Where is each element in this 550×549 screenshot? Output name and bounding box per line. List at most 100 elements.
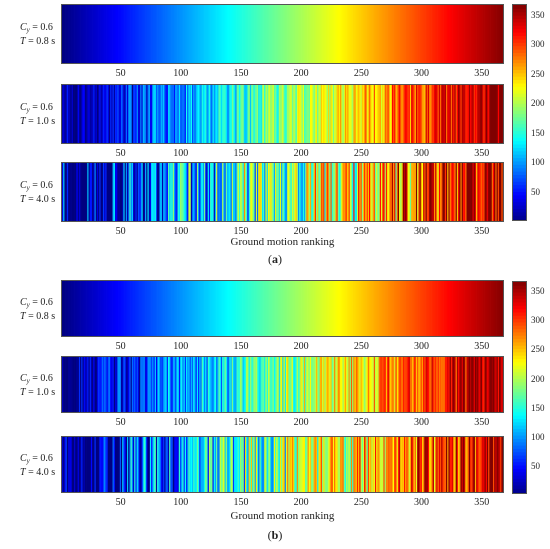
heatmap-cell	[426, 163, 429, 221]
colorbar-segment	[513, 385, 526, 389]
heatmap-cell	[90, 5, 93, 63]
heatmap-cell	[342, 5, 345, 63]
colorbar-segment	[513, 431, 526, 436]
heatmap-cell	[136, 85, 139, 143]
heatmap-cell	[220, 5, 223, 63]
heatmap-cell	[248, 281, 251, 336]
heatmap-cell	[105, 437, 107, 492]
heatmap-cell	[171, 437, 174, 492]
heatmap-cell	[377, 437, 379, 492]
heatmap-cell	[395, 437, 398, 492]
heatmap-cell	[367, 163, 370, 221]
heatmap-cell	[370, 163, 372, 221]
heatmap-cell	[71, 5, 74, 63]
heatmap-cell	[141, 281, 144, 336]
heatmap-cell	[66, 437, 69, 492]
heatmap-cell	[433, 5, 436, 63]
heatmap-cell	[486, 281, 489, 336]
heatmap-cell	[426, 437, 429, 492]
heatmap-cell	[473, 281, 476, 336]
heatmap-cell	[378, 163, 381, 221]
heatmap-cell	[182, 357, 184, 412]
heatmap-cell	[96, 5, 99, 63]
heatmap-cell	[244, 5, 247, 63]
cy-subscript: y	[26, 456, 30, 465]
heatmap-cell	[273, 357, 276, 412]
heatmap-cell	[76, 5, 78, 63]
heatmap-cell	[92, 437, 94, 492]
heatmap-cell	[160, 163, 163, 221]
heatmap-cell	[476, 437, 478, 492]
heatmap-cell	[367, 5, 370, 63]
heatmap-cell	[300, 163, 302, 221]
colorbar-segment	[513, 491, 526, 493]
heatmap-cell	[472, 281, 475, 336]
heatmap-cell	[247, 163, 249, 221]
heatmap-cell	[206, 5, 209, 63]
heatmap-strip-svg	[62, 5, 503, 63]
heatmap-cell	[242, 5, 245, 63]
heatmap-cell	[170, 85, 172, 143]
heatmap-cell	[62, 85, 64, 143]
colorbar-segment	[513, 167, 526, 172]
heatmap-cell	[381, 163, 383, 221]
heatmap-cell	[364, 163, 366, 221]
heatmap-cell	[418, 163, 420, 221]
heatmap-cell	[348, 85, 351, 143]
heatmap-cell	[355, 281, 358, 336]
heatmap-cell	[296, 437, 299, 492]
heatmap-cell	[163, 437, 165, 492]
heatmap-cell	[334, 85, 336, 143]
heatmap-cell	[275, 85, 277, 143]
heatmap-cell	[331, 5, 334, 63]
heatmap-cell	[253, 163, 255, 221]
heatmap-cell	[484, 437, 487, 492]
heatmap-cell	[389, 281, 391, 336]
heatmap-cell	[446, 85, 448, 143]
heatmap-cell	[279, 85, 282, 143]
heatmap-cell	[295, 85, 298, 143]
heatmap-cell	[276, 437, 278, 492]
heatmap-cell	[441, 357, 443, 412]
heatmap-cell	[384, 281, 387, 336]
heatmap-cell	[500, 357, 502, 412]
heatmap-cell	[288, 85, 290, 143]
heatmap-cell	[192, 437, 194, 492]
heatmap-cell	[429, 281, 431, 336]
heatmap-cell	[411, 5, 413, 63]
heatmap-cell	[300, 85, 302, 143]
colorbar-segment	[513, 335, 526, 340]
heatmap-cell	[254, 437, 257, 492]
heatmap-cell	[151, 5, 153, 63]
heatmap-cell	[366, 163, 369, 221]
heatmap-cell	[319, 281, 322, 336]
heatmap-cell	[297, 437, 300, 492]
heatmap-cell	[199, 5, 201, 63]
heatmap-cell	[177, 5, 180, 63]
heatmap-cell	[277, 163, 280, 221]
heatmap-cell	[63, 281, 65, 336]
heatmap-cell	[362, 85, 365, 143]
x-tick-row: 50 100 150 200 250 300 350	[61, 497, 504, 509]
heatmap-cell	[415, 357, 418, 412]
x-tick-row: 50 100 150 200 250 300 350	[61, 148, 504, 160]
heatmap-cell	[480, 163, 483, 221]
heatmap-cell	[247, 437, 249, 492]
heatmap-cell	[158, 281, 160, 336]
colorbar-segment	[513, 308, 526, 313]
heatmap-cell	[225, 5, 228, 63]
heatmap-cell	[449, 85, 452, 143]
x-axis-label: Ground motion ranking	[230, 510, 335, 522]
heatmap-cell	[273, 5, 276, 63]
heatmap-cell	[161, 281, 164, 336]
heatmap-cell	[260, 163, 263, 221]
x-tick-label: 100	[173, 417, 189, 428]
heatmap-cell	[391, 437, 394, 492]
heatmap-cell	[301, 357, 304, 412]
heatmap-cell	[224, 85, 227, 143]
heatmap-cell	[141, 5, 144, 63]
heatmap-cell	[437, 281, 440, 336]
heatmap-cell	[394, 163, 396, 221]
heatmap-cell	[421, 281, 424, 336]
heatmap-cell	[158, 437, 160, 492]
